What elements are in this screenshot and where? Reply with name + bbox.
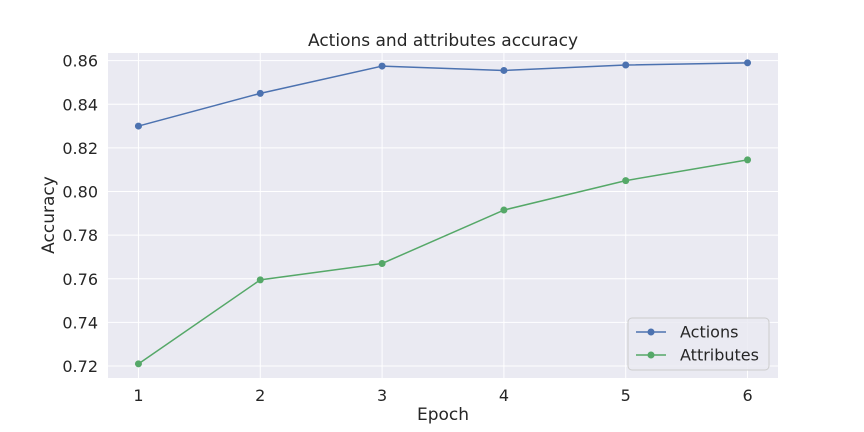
data-point-actions	[500, 66, 508, 74]
data-point-actions	[256, 89, 264, 97]
x-axis-ticks: 1 2 3 4 5 6	[133, 386, 752, 405]
series-line-attributes	[138, 159, 748, 365]
legend-box	[627, 317, 770, 371]
data-point-attributes	[622, 177, 630, 185]
y-tick-label: 0.72	[62, 357, 98, 376]
data-point-attributes	[378, 259, 386, 267]
x-tick-label: 4	[499, 386, 509, 405]
legend-label: Actions	[680, 323, 738, 342]
legend: Actions Attributes	[627, 317, 770, 371]
x-axis-label: Epoch	[417, 405, 469, 425]
data-point-attributes	[256, 276, 264, 284]
y-axis-ticks: 0.72 0.74 0.76 0.78 0.80 0.82 0.84 0.86	[62, 52, 98, 376]
legend-swatch-marker	[647, 351, 655, 359]
data-point-actions	[622, 61, 630, 69]
y-tick-label: 0.80	[62, 183, 98, 202]
data-point-attributes	[134, 360, 142, 368]
y-tick-label: 0.76	[62, 270, 98, 289]
y-tick-label: 0.82	[62, 139, 98, 158]
legend-item-attributes: Attributes	[636, 346, 759, 365]
series-group	[134, 59, 752, 368]
x-tick-label: 1	[133, 386, 143, 405]
grid	[108, 53, 778, 378]
series-attributes	[134, 156, 752, 368]
x-tick-label: 3	[377, 386, 387, 405]
legend-label: Attributes	[680, 346, 759, 365]
legend-swatch-marker	[647, 328, 655, 336]
data-point-attributes	[500, 206, 508, 214]
x-tick-label: 6	[742, 386, 752, 405]
series-line-actions	[138, 62, 748, 127]
y-axis-label: Accuracy	[39, 176, 59, 254]
data-point-actions	[378, 62, 386, 70]
data-point-actions	[134, 122, 142, 130]
y-tick-label: 0.74	[62, 313, 98, 332]
legend-item-actions: Actions	[636, 323, 738, 342]
x-tick-label: 2	[255, 386, 265, 405]
y-tick-label: 0.84	[62, 95, 98, 114]
y-tick-label: 0.78	[62, 226, 98, 245]
series-actions	[134, 59, 752, 130]
data-point-attributes	[744, 156, 752, 164]
data-point-actions	[744, 59, 752, 67]
y-tick-label: 0.86	[62, 52, 98, 71]
chart-title: Actions and attributes accuracy	[308, 31, 578, 51]
x-tick-label: 5	[621, 386, 631, 405]
